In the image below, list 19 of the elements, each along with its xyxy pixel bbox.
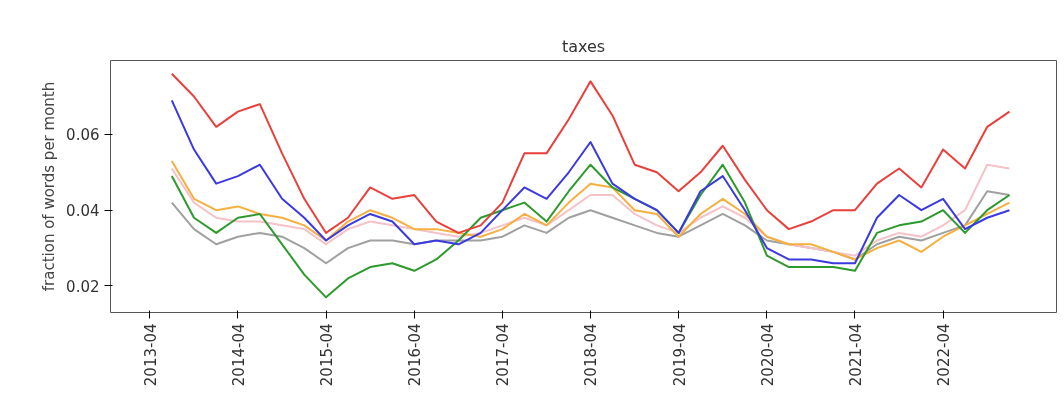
y-tick-label: 0.04 [66,202,100,221]
y-tick-label: 0.02 [66,277,100,296]
line-series [170,190,1011,265]
x-tick-label: 2017-04 [494,323,513,387]
x-tick-label: 2013-04 [141,323,160,387]
x-tick-label: 2018-04 [582,323,601,387]
line-series [170,99,1011,265]
x-tick-label: 2020-04 [758,323,777,387]
x-tick-label: 2021-04 [846,323,865,387]
line-series [170,163,1011,299]
x-tick-label: 2016-04 [406,323,425,387]
x-tick-label: 2014-04 [229,323,248,387]
chart-title: taxes [561,36,606,56]
y-tick-label: 0.06 [66,126,100,145]
x-tick-label: 2015-04 [318,323,336,387]
y-axis-title: fraction of words per month [40,81,59,292]
x-tick-label: 2022-04 [935,323,954,387]
line-series [170,72,1011,234]
x-tick-label: 2019-04 [670,323,689,387]
